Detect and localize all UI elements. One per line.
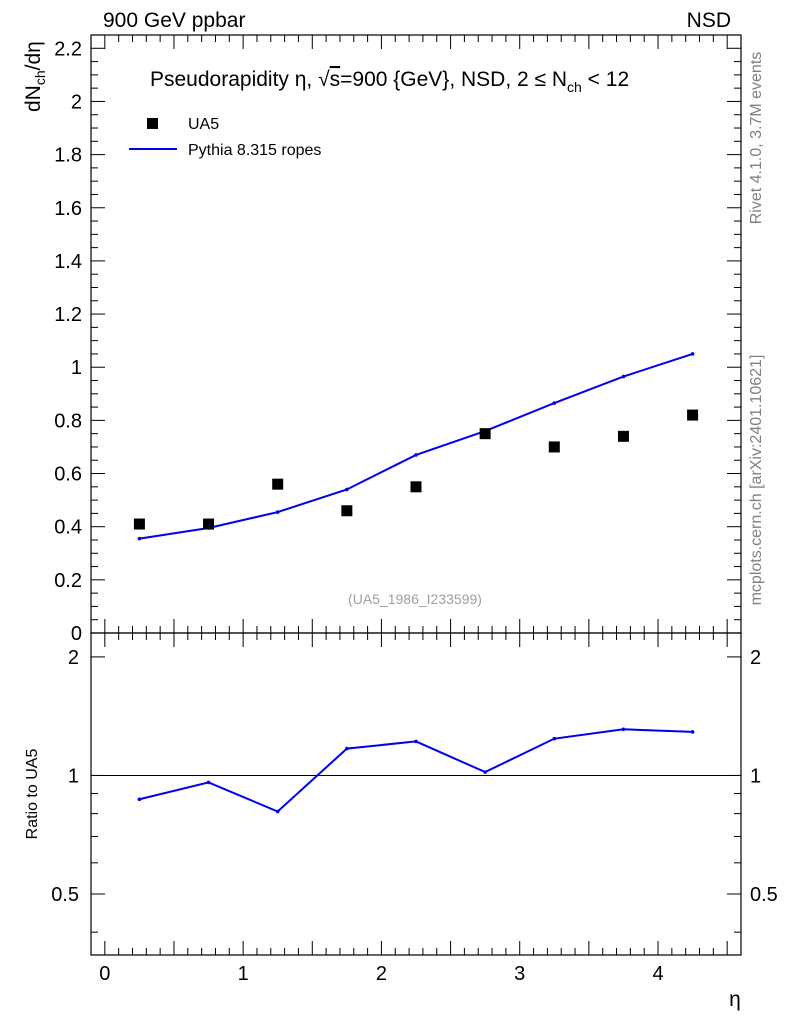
rivet-version-label: Rivet 4.1.0, 3.7M events [748, 52, 765, 225]
main-y-tick-label: 2 [71, 91, 82, 113]
ratio-point [137, 797, 142, 802]
ratio-point [345, 746, 349, 751]
chart-title: Pseudorapidity η, √s=900 {GeV}, NSD, 2 ≤… [150, 68, 629, 95]
main-y-tick-label: 1 [71, 357, 82, 379]
header-process: 900 GeV ppbar [103, 9, 245, 32]
pythia-line [139, 352, 693, 540]
ratio-y-tick-label-right: 0.5 [750, 884, 778, 906]
chart-title-pre: Pseudorapidity η, √ [150, 68, 330, 91]
x-tick-label: 0 [99, 963, 110, 985]
legend-label-pythia: Pythia 8.315 ropes [188, 142, 321, 159]
y-axis-label-sub: ch [32, 70, 48, 85]
pythia-point [552, 401, 557, 405]
ratio-panel-frame [90, 632, 742, 956]
main-x-ticks [104, 35, 728, 633]
x-tick-label: 2 [376, 963, 387, 985]
ratio-y-tick-labels: 0.5 0.5 1 1 2 2 [51, 647, 778, 906]
ua5-marker [341, 505, 353, 517]
y-axis-label-pre: dN [22, 85, 45, 112]
x-tick-label: 3 [514, 963, 525, 985]
ua5-marker [410, 481, 422, 493]
ratio-point [690, 730, 695, 734]
chart-title-sub: ch [567, 79, 582, 95]
analysis-watermark: (UA5_1986_I233599) [348, 591, 482, 607]
legend-label-ua5: UA5 [188, 116, 219, 133]
x-tick-label: 1 [238, 963, 249, 985]
main-y-tick-label: 1.8 [54, 145, 82, 167]
ratio-point [621, 727, 626, 732]
ratio-y-tick-label-right: 2 [750, 647, 761, 669]
ratio-y-tick-label-left: 2 [68, 647, 79, 669]
x-tick-labels: 0 1 2 3 4 [99, 963, 663, 985]
main-series [133, 352, 699, 541]
main-y-tick-label: 1.4 [54, 251, 82, 273]
y-axis-label-post: /dη [22, 41, 45, 70]
pythia-point [621, 374, 626, 379]
header-selection: NSD [687, 9, 731, 32]
ratio-point [275, 809, 280, 814]
legend-marker-ua5 [147, 118, 158, 129]
ua5-marker [272, 478, 284, 490]
main-y-tick-label: 1.6 [54, 198, 82, 220]
ratio-x-ticks [104, 633, 728, 955]
main-y-tick-labels: 0 0.2 0.4 0.6 0.8 1 1.2 1.4 1.6 1.8 2 2.2 [54, 38, 82, 645]
main-y-tick-label: 2.2 [54, 38, 82, 60]
legend: UA5 Pythia 8.315 ropes [129, 116, 321, 159]
pythia-point [345, 487, 349, 492]
chart-title-post: < 12 [582, 68, 629, 91]
ratio-series [91, 727, 741, 814]
main-y-tick-label: 0.4 [54, 517, 82, 539]
main-panel: 0 0.2 0.4 0.6 0.8 1 1.2 1.4 1.6 1.8 2 2.2 Pseudorap… [22, 34, 742, 645]
ua5-marker [133, 518, 145, 530]
y-axis-label: dNch/dη [22, 41, 48, 112]
chart-title-mid: =900 {GeV}, NSD, 2 ≤ N [340, 68, 567, 91]
ratio-point [552, 736, 557, 741]
ua5-marker [687, 409, 699, 421]
pythia-point [137, 536, 142, 541]
ratio-y-tick-label-left: 0.5 [51, 884, 79, 906]
ratio-point [414, 739, 418, 744]
ratio-y-tick-label-left: 1 [68, 765, 79, 787]
x-axis-label: η [729, 988, 741, 1011]
ratio-y-ticks [91, 656, 741, 933]
pythia-point [414, 453, 418, 457]
ua5-marker [548, 441, 560, 453]
main-y-tick-label: 0.2 [54, 570, 82, 592]
main-y-tick-label: 0.6 [54, 464, 82, 486]
mcplots-credit-label: mcplots.cern.ch [arXiv:2401.10621] [748, 355, 765, 606]
pythia-point [690, 352, 695, 356]
pythia-point [275, 510, 280, 514]
ua5-marker [617, 430, 629, 442]
main-y-ticks [91, 47, 741, 634]
x-tick-label: 4 [652, 963, 663, 985]
ratio-panel: 0.5 0.5 1 1 2 2 Ratio to UA5 [24, 632, 778, 956]
ratio-y-axis-label: Ratio to UA5 [24, 749, 41, 840]
main-y-tick-label: 0.8 [54, 410, 82, 432]
ratio-point [206, 780, 211, 785]
ratio-y-tick-label-right: 1 [750, 765, 761, 787]
main-y-tick-label: 1.2 [54, 304, 82, 326]
ratio-point [483, 770, 487, 774]
ua5-marker [203, 518, 215, 530]
chart-title-sqrt-s: s [330, 68, 341, 91]
main-y-tick-label: 0 [71, 623, 82, 645]
ua5-marker [479, 428, 491, 440]
